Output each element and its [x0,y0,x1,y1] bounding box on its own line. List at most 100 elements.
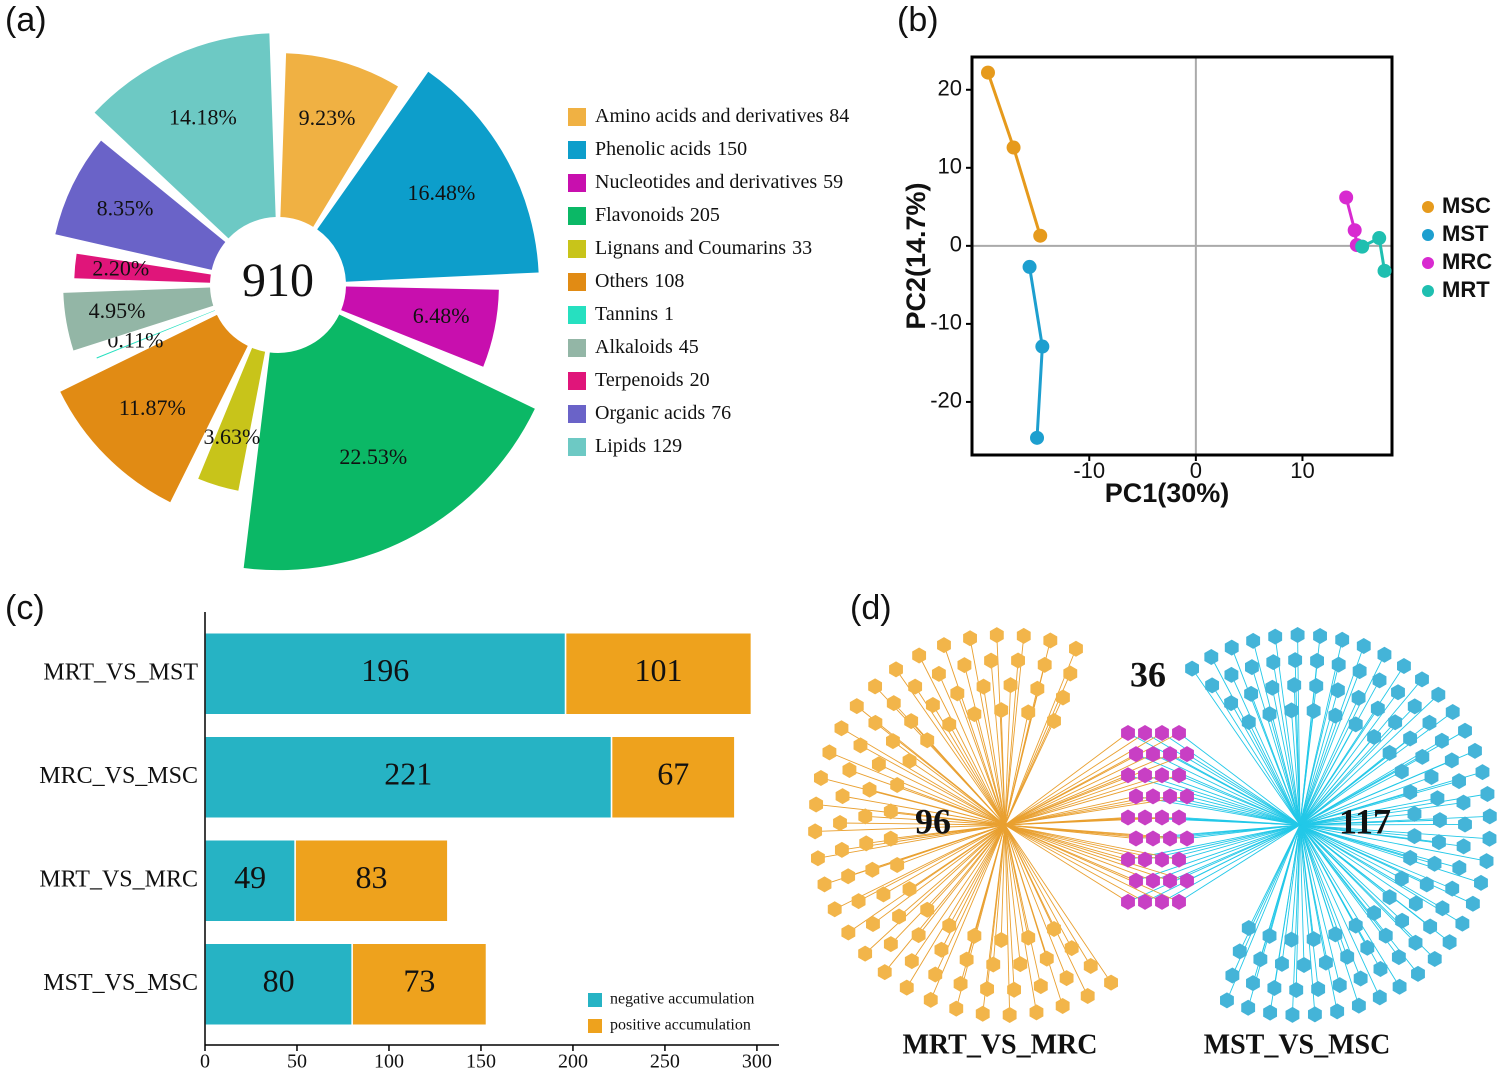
edge [1299,824,1375,914]
edge [1299,824,1403,879]
edge [1299,771,1483,826]
node [1367,904,1381,921]
legend-entry: negative accumulation [610,991,754,1008]
edge [1299,824,1338,1012]
node [994,931,1009,948]
edge [1004,824,1163,903]
legend-entry: Lipids 129 [595,435,682,457]
node [858,945,873,962]
node [1172,851,1186,868]
point [1035,339,1050,354]
node [835,788,850,805]
pie-slice [63,287,214,351]
point [1022,259,1037,274]
group-name: MST_VS_MSC [1204,1029,1391,1060]
x-tick-label: 100 [374,1051,404,1073]
legend-name: Others [595,270,649,292]
edge [1004,824,1089,997]
slice-label: 22.53% [339,444,407,469]
x-tick-label: 150 [466,1051,496,1073]
edge [1169,753,1301,826]
edge [1004,824,1180,861]
slice-label: 6.48% [413,303,470,328]
node [1047,921,1061,938]
edge [943,644,1006,826]
node [1432,834,1446,851]
node [876,886,891,903]
node [1138,809,1152,826]
node [1435,900,1450,917]
node [920,732,935,749]
edge [1299,824,1305,965]
node [1313,628,1327,645]
legend-marker [1422,257,1434,269]
edge [1299,824,1436,960]
node [1205,677,1220,694]
node [1284,931,1299,948]
node [865,861,880,878]
edge [1299,639,1343,826]
edge [1231,674,1301,826]
edge [816,804,1006,826]
node-group [808,627,1118,1023]
edge [1299,824,1403,922]
node [1037,656,1052,673]
edge [1251,667,1301,826]
node [1129,746,1143,763]
legend-swatch [568,273,586,291]
edge [1211,685,1301,826]
edge [1004,753,1137,826]
edge [1152,795,1301,826]
node [1480,786,1495,803]
node [827,901,842,918]
node [953,975,968,992]
x-tick-label: 0 [1190,458,1202,483]
node [1482,830,1497,847]
node [849,698,864,715]
bar-segment [204,942,353,1026]
edge [884,824,1006,973]
edge [1299,715,1336,826]
bar-value-label: 221 [384,756,432,792]
node [942,716,957,733]
pie-slice [74,253,211,283]
node [1306,702,1321,719]
x-tick-label: 0 [200,1051,210,1073]
edge [1299,694,1439,826]
node [1180,872,1194,889]
edge [1144,824,1301,861]
edge [1004,648,1077,826]
node [1353,970,1368,987]
node [1335,631,1350,648]
pie-slice [94,33,276,239]
node [1427,950,1442,967]
node [1172,809,1186,826]
y-tick-label: MRT_VS_MRC [39,866,198,892]
edge [1004,824,1163,861]
shared-node-group [1121,725,1194,910]
bar-value-label: 101 [634,652,682,688]
node [1465,895,1480,912]
node [1056,689,1070,706]
node [1225,967,1240,984]
legend-swatch [568,174,586,192]
node [1332,977,1347,994]
pie-slice [55,140,226,270]
edge [1191,668,1301,826]
legend-name: Alkaloids [595,336,673,358]
node [1011,652,1025,669]
node [925,696,940,713]
edge [890,824,1006,945]
edge [1290,824,1301,940]
node [833,815,847,832]
node [1348,716,1363,733]
node [904,953,919,970]
group-count: 96 [915,801,951,841]
node [862,781,877,798]
node [911,927,926,944]
node [1290,627,1305,644]
node [1407,805,1422,822]
node [1241,999,1256,1016]
node [1391,684,1405,701]
node [1021,929,1036,946]
